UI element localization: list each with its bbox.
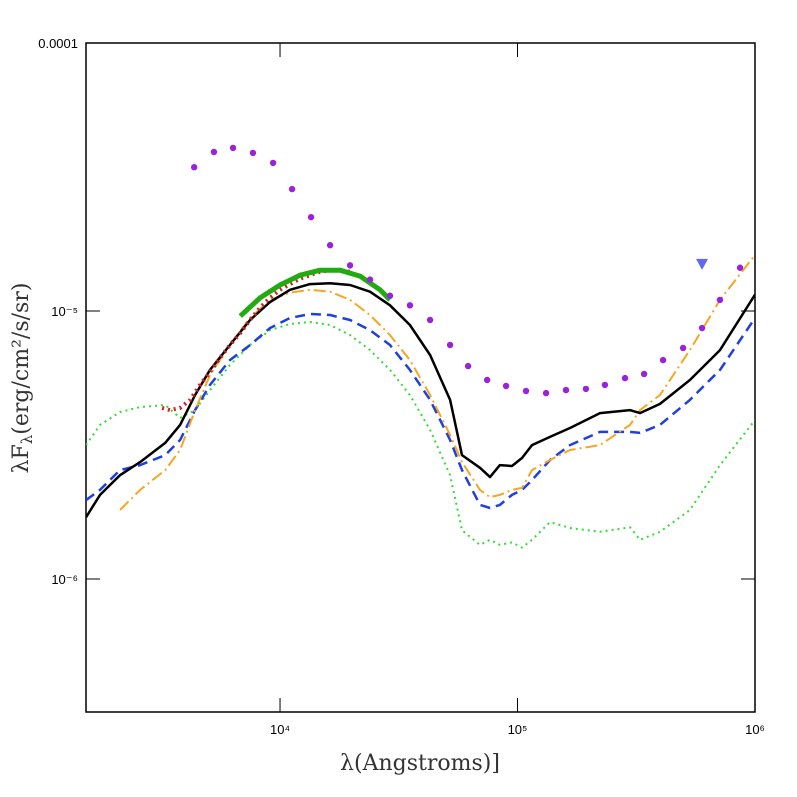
data-line xyxy=(86,321,755,549)
data-point xyxy=(386,292,394,299)
data-point xyxy=(190,164,198,171)
data-point xyxy=(464,362,472,370)
data-point xyxy=(406,302,414,309)
data-point xyxy=(366,276,374,283)
data-point xyxy=(307,213,315,221)
data-point xyxy=(483,376,491,384)
data-point xyxy=(696,258,709,270)
data-point xyxy=(426,316,434,324)
y-tick-label: 0.0001 xyxy=(38,36,78,51)
y-tick-label: 10⁻⁶ xyxy=(51,572,78,587)
data-line xyxy=(86,312,755,510)
data-point xyxy=(229,144,237,152)
data-point xyxy=(736,264,744,271)
x-tick-label: 10⁵ xyxy=(508,722,528,737)
data-point xyxy=(562,386,570,394)
y-tick-label: 10⁻⁵ xyxy=(51,304,78,319)
y-label-part: λF xyxy=(9,444,34,473)
plot-frame xyxy=(85,42,756,713)
data-point xyxy=(269,159,277,167)
data-line xyxy=(119,254,755,511)
y-axis-label: λFλ(erg/cm²/s/sr) xyxy=(9,283,36,474)
x-axis-label: λ(Angstroms)] xyxy=(340,751,500,776)
data-point xyxy=(679,344,687,352)
data-point xyxy=(659,356,667,364)
data-point xyxy=(502,382,510,390)
data-line xyxy=(238,267,392,318)
data-point xyxy=(640,370,648,378)
data-point xyxy=(582,385,590,393)
data-point xyxy=(210,148,218,156)
data-point xyxy=(698,324,706,332)
y-label-part: (erg/cm²/s/sr) xyxy=(9,283,34,435)
y-label-subscript: λ xyxy=(18,434,36,444)
data-point xyxy=(326,242,334,249)
data-point xyxy=(249,149,257,157)
data-point xyxy=(621,374,629,382)
data-point xyxy=(522,387,530,395)
data-point xyxy=(542,389,550,397)
x-tick-label: 10⁴ xyxy=(270,722,290,737)
data-point xyxy=(346,262,354,269)
data-line xyxy=(86,281,755,518)
data-point xyxy=(716,296,724,304)
data-point xyxy=(601,381,609,389)
data-point xyxy=(446,341,454,349)
x-tick-label: 10⁶ xyxy=(745,722,765,737)
data-point xyxy=(288,185,296,193)
